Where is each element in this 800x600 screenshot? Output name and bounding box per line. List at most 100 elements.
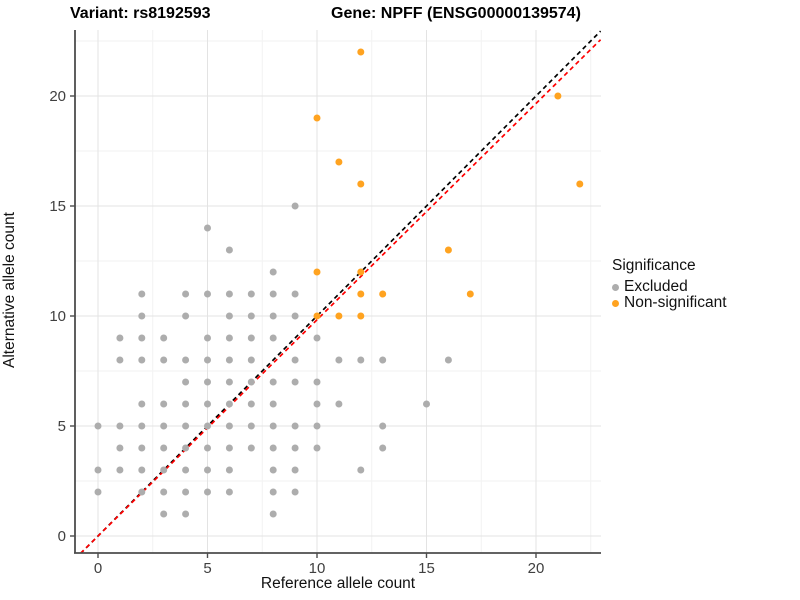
data-point-excluded	[269, 312, 277, 320]
data-point-excluded	[204, 400, 211, 408]
data-point-excluded	[291, 356, 299, 364]
data-point-excluded	[291, 378, 299, 386]
data-point-excluded	[182, 444, 190, 452]
data-point-excluded	[269, 334, 277, 342]
data-point-excluded	[160, 400, 168, 408]
data-point-excluded	[335, 400, 343, 408]
data-point-excluded	[269, 466, 277, 474]
data-point-non-significant	[357, 268, 365, 276]
legend-item-label: Non-significant	[624, 294, 727, 311]
data-point-excluded	[269, 290, 277, 298]
data-point-excluded	[204, 290, 211, 298]
data-point-excluded	[291, 466, 299, 474]
data-point-excluded	[182, 510, 190, 518]
data-point-excluded	[204, 378, 211, 386]
data-point-excluded	[247, 378, 255, 386]
data-point-excluded	[247, 334, 255, 342]
data-point-excluded	[138, 422, 146, 430]
data-point-non-significant	[313, 268, 321, 276]
data-point-non-significant	[554, 92, 562, 100]
data-point-excluded	[138, 290, 146, 298]
data-point-excluded	[182, 312, 190, 320]
data-point-excluded	[291, 488, 299, 496]
data-point-excluded	[160, 510, 168, 518]
plot-title-gene: Gene: NPFF (ENSG00000139574)	[331, 5, 581, 22]
data-point-non-significant	[357, 180, 365, 188]
data-point-excluded	[160, 356, 168, 364]
data-point-excluded	[116, 422, 124, 430]
data-point-excluded	[225, 466, 233, 474]
data-point-excluded	[291, 422, 299, 430]
data-point-excluded	[138, 444, 146, 452]
y-tick-label: 15	[49, 198, 66, 215]
data-point-excluded	[247, 312, 255, 320]
y-tick-label: 5	[58, 418, 66, 435]
excluded-dot-icon	[612, 283, 619, 291]
data-point-excluded	[160, 488, 168, 496]
data-point-excluded	[291, 444, 299, 452]
data-point-excluded	[94, 466, 102, 474]
data-point-excluded	[160, 334, 168, 342]
data-point-excluded	[94, 488, 102, 496]
data-point-excluded	[225, 422, 233, 430]
plot-title-variant: Variant: rs8192593	[70, 5, 211, 22]
data-point-excluded	[182, 466, 190, 474]
data-point-excluded	[247, 444, 255, 452]
legend-item-label: Excluded	[624, 278, 688, 295]
data-point-excluded	[335, 356, 343, 364]
data-point-excluded	[138, 312, 146, 320]
data-point-excluded	[247, 422, 255, 430]
data-point-excluded	[269, 268, 277, 276]
data-point-excluded	[225, 246, 233, 254]
data-point-excluded	[204, 334, 211, 342]
data-point-excluded	[182, 422, 190, 430]
data-point-excluded	[204, 422, 211, 430]
legend: Significance Excluded Non-significant	[612, 257, 798, 311]
data-point-excluded	[160, 466, 168, 474]
data-point-excluded	[379, 422, 387, 430]
data-point-excluded	[204, 488, 211, 496]
data-point-excluded	[313, 444, 321, 452]
data-point-excluded	[225, 334, 233, 342]
data-point-excluded	[116, 334, 124, 342]
x-axis-label: Reference allele count	[260, 575, 416, 592]
non-significant-dot-icon	[612, 299, 619, 307]
data-point-non-significant	[466, 290, 474, 298]
data-point-excluded	[269, 510, 277, 518]
data-point-non-significant	[335, 312, 343, 320]
identity-line	[79, 30, 601, 553]
legend-item-non-significant: Non-significant	[612, 295, 798, 311]
data-point-non-significant	[444, 246, 452, 254]
x-tick-label: 5	[203, 560, 211, 577]
data-point-excluded	[269, 422, 277, 430]
fit-line	[79, 39, 601, 553]
data-point-excluded	[138, 400, 146, 408]
data-point-excluded	[379, 356, 387, 364]
data-point-excluded	[269, 444, 277, 452]
x-tick-label: 20	[528, 560, 545, 577]
data-point-excluded	[138, 488, 146, 496]
data-point-non-significant	[357, 48, 365, 56]
data-point-excluded	[313, 422, 321, 430]
data-point-excluded	[444, 356, 452, 364]
data-point-excluded	[357, 356, 365, 364]
y-tick-label: 20	[49, 88, 66, 105]
data-point-excluded	[204, 466, 211, 474]
data-point-excluded	[160, 422, 168, 430]
data-point-excluded	[225, 290, 233, 298]
data-point-non-significant	[335, 158, 343, 166]
data-point-excluded	[247, 356, 255, 364]
data-point-non-significant	[313, 312, 321, 320]
data-point-excluded	[357, 466, 365, 474]
data-point-excluded	[204, 356, 211, 364]
data-point-excluded	[182, 488, 190, 496]
data-point-excluded	[269, 400, 277, 408]
data-point-excluded	[182, 400, 190, 408]
data-point-excluded	[313, 378, 321, 386]
data-point-excluded	[204, 224, 211, 232]
data-point-excluded	[313, 400, 321, 408]
data-point-non-significant	[357, 290, 365, 298]
x-tick-label: 10	[309, 560, 326, 577]
data-point-excluded	[225, 312, 233, 320]
